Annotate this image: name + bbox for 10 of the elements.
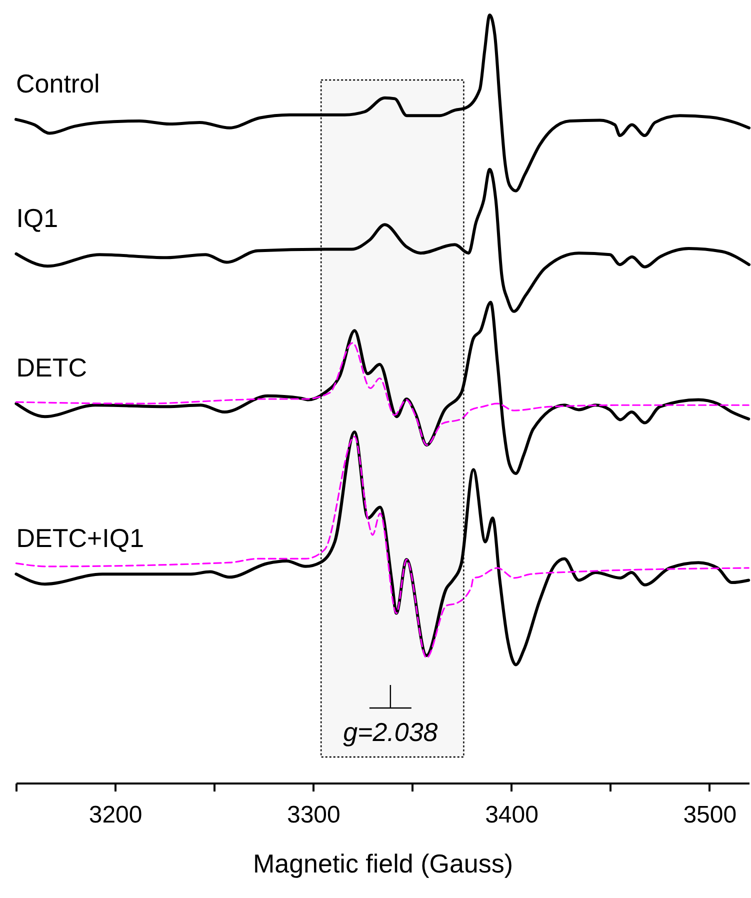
x-axis-title: Magnetic field (Gauss) <box>252 848 514 878</box>
series-label: DETC+IQ1 <box>16 523 144 554</box>
series-label: DETC <box>16 352 87 383</box>
x-tick-label: 3200 <box>88 802 142 828</box>
series-label: Control <box>16 68 100 98</box>
x-tick-label: 3400 <box>485 802 538 828</box>
series-label: IQ1 <box>16 202 58 233</box>
x-tick-label: 3500 <box>683 802 737 828</box>
annotation: g=2.038 <box>343 717 438 747</box>
x-tick-label: 3300 <box>286 802 340 828</box>
